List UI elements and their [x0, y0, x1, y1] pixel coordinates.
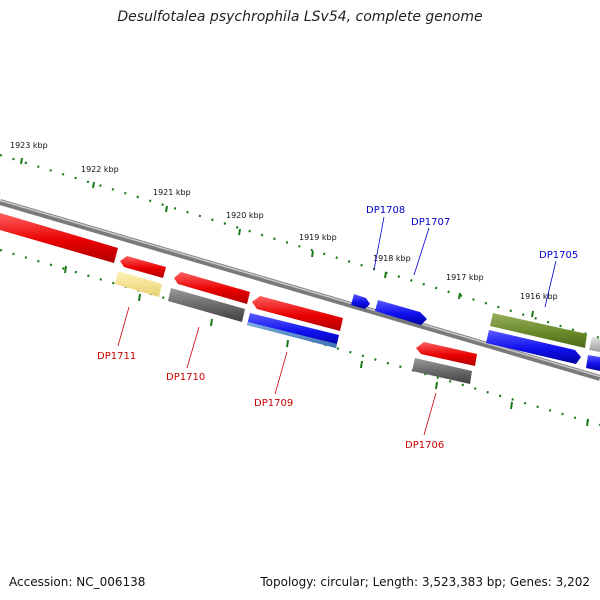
gene-label-dp1707[interactable]: DP1707 — [411, 217, 450, 228]
kbp-label: 1917 kbp — [446, 273, 484, 282]
gene-dp1710[interactable] — [168, 288, 245, 322]
gene-dp1708[interactable] — [351, 294, 370, 309]
genome-backbone — [0, 199, 600, 381]
gene-dp1709-stripe — [247, 322, 337, 348]
upper-major-tick — [458, 292, 461, 300]
gene-left-red[interactable] — [0, 213, 118, 263]
accession-text: Accession: NC_006138 — [9, 575, 146, 589]
gene-dp1711[interactable] — [115, 271, 162, 297]
gene-dp1706-red[interactable] — [416, 342, 477, 366]
gene-dp1707[interactable] — [375, 300, 427, 325]
lower-major-tick — [586, 418, 589, 427]
kbp-label: 1920 kbp — [226, 211, 264, 220]
gene-label-dp1706[interactable]: DP1706 — [405, 440, 444, 451]
lower-major-tick — [360, 360, 363, 369]
lower-major-tick — [138, 293, 141, 302]
genome-summary-text: Topology: circular; Length: 3,523,383 bp… — [260, 575, 590, 589]
gene-label-dp1711[interactable]: DP1711 — [97, 351, 136, 362]
gene-dp1705[interactable] — [490, 313, 587, 348]
upper-major-tick — [92, 181, 95, 189]
kbp-label: 1918 kbp — [373, 254, 411, 263]
upper-major-tick — [165, 205, 168, 213]
upper-tick-ruler — [0, 153, 600, 340]
kbp-label: 1921 kbp — [153, 188, 191, 197]
lower-major-tick — [64, 265, 67, 274]
gene-blue-long[interactable] — [486, 330, 581, 364]
lower-major-tick — [210, 318, 213, 327]
map-title: Desulfotalea psychrophila LSv54, complet… — [117, 9, 483, 25]
lower-major-tick — [435, 381, 438, 390]
kbp-label: 1923 kbp — [10, 141, 48, 150]
leader-lines — [117, 216, 557, 436]
gene-label-dp1709[interactable]: DP1709 — [254, 398, 293, 409]
upper-major-tick — [311, 250, 314, 258]
upper-major-tick — [384, 271, 387, 279]
gene-dp1709-red[interactable] — [252, 296, 343, 331]
gene-red-small[interactable] — [120, 256, 166, 278]
gene-dp1706[interactable] — [412, 358, 472, 384]
gene-label-dp1708[interactable]: DP1708 — [366, 205, 405, 216]
kbp-label: 1922 kbp — [81, 165, 119, 174]
gene-label-dp1705[interactable]: DP1705 — [539, 250, 578, 261]
kbp-label: 1919 kbp — [299, 233, 337, 242]
upper-major-tick — [20, 157, 23, 165]
lower-major-tick — [286, 339, 289, 348]
kbp-label: 1916 kbp — [520, 292, 558, 301]
gene-edge-gray[interactable] — [589, 337, 600, 352]
upper-major-tick — [238, 228, 241, 236]
gene-red-mid[interactable] — [174, 272, 250, 304]
upper-ruler-line — [0, 153, 600, 340]
upper-major-tick — [531, 310, 534, 318]
kbp-labels: 1923 kbp 1922 kbp 1921 kbp 1920 kbp 1919… — [10, 141, 558, 301]
lower-major-tick — [510, 401, 513, 410]
gene-blue-edge[interactable] — [586, 355, 600, 371]
gene-label-dp1710[interactable]: DP1710 — [166, 372, 205, 383]
